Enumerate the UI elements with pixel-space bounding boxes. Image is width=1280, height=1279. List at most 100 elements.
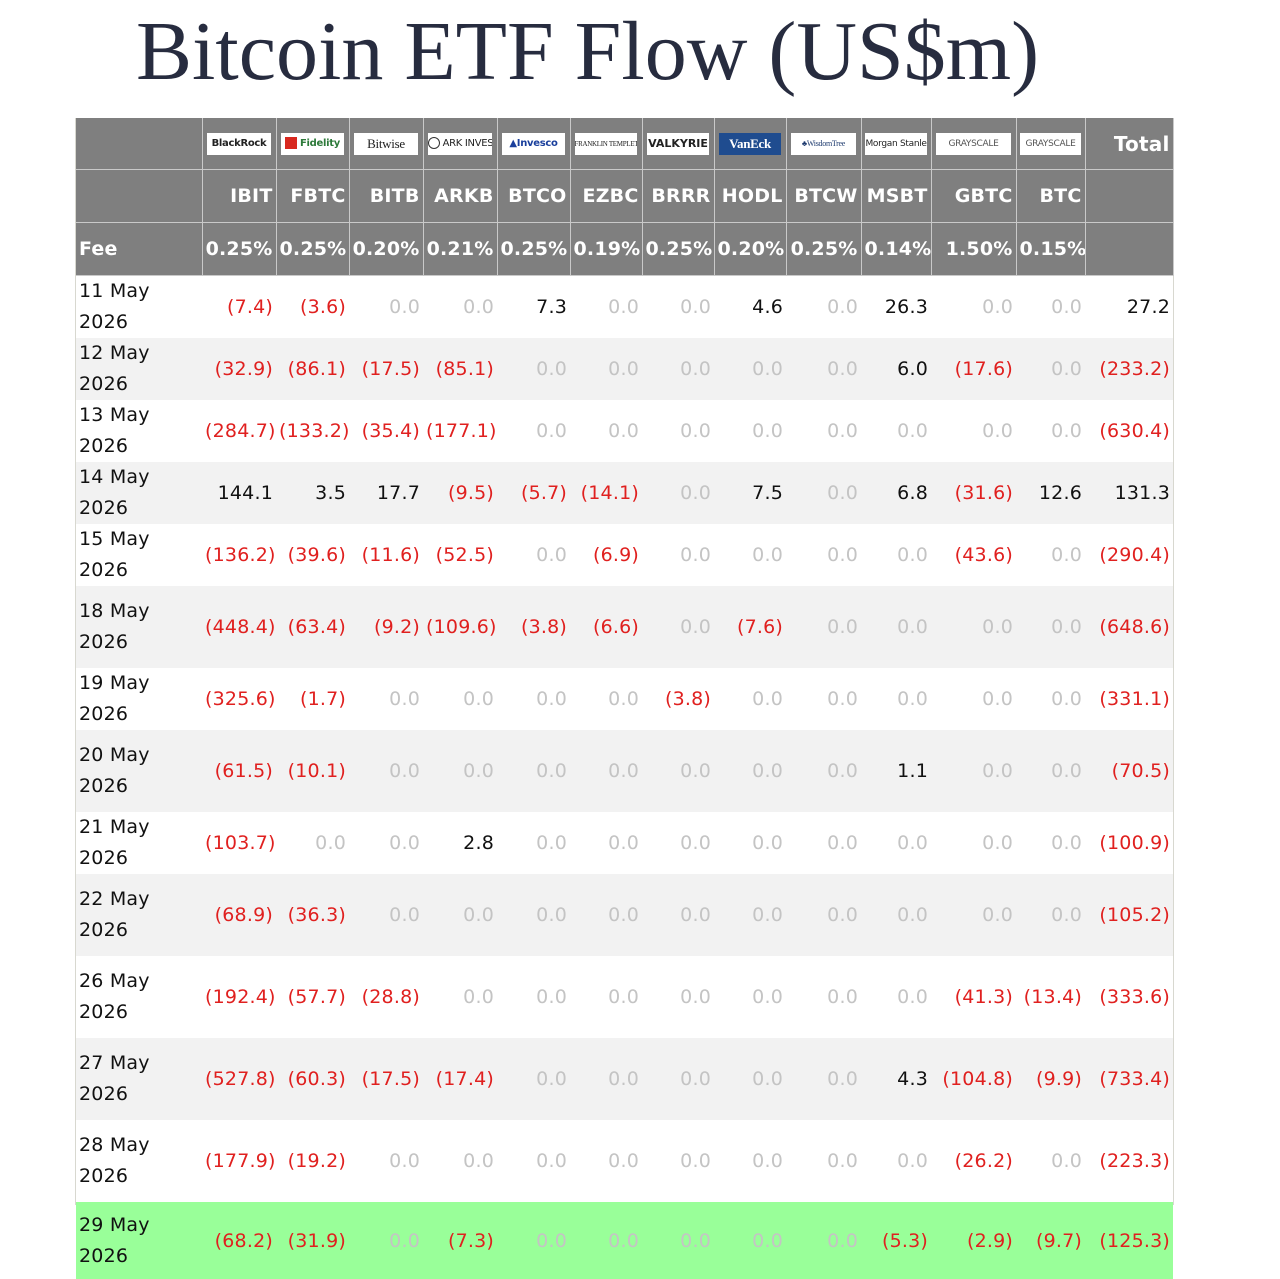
- etf-flow-table: BlackRock Fidelity Bitwise ARK INVEST ▲I…: [76, 118, 1174, 1279]
- flow-value: 0.0: [642, 730, 714, 812]
- flow-value: (17.5): [349, 1038, 423, 1120]
- issuer-logo-cell: FRANKLIN TEMPLETON: [570, 118, 642, 170]
- row-date: 19 May 2026: [76, 668, 202, 730]
- flow-value: 6.8: [861, 462, 931, 524]
- row-total: (105.2): [1085, 874, 1173, 956]
- issuer-logo-cell: VanEck: [714, 118, 786, 170]
- flow-value: 0.0: [349, 668, 423, 730]
- flow-value: 0.0: [786, 338, 861, 400]
- flow-value: (14.1): [570, 462, 642, 524]
- flow-value: (136.2): [202, 524, 276, 586]
- flow-value: (26.2): [931, 1120, 1016, 1202]
- flow-value: (43.6): [931, 524, 1016, 586]
- row-total: 27.2: [1085, 276, 1173, 339]
- flow-value: 0.0: [570, 956, 642, 1038]
- flow-value: 0.0: [1016, 586, 1085, 668]
- flow-value: 0.0: [570, 276, 642, 339]
- row-date: 12 May 2026: [76, 338, 202, 400]
- flow-value: 0.0: [1016, 812, 1085, 874]
- fee-value: 0.14%: [861, 223, 931, 276]
- row-total: (290.4): [1085, 524, 1173, 586]
- flow-value: 0.0: [423, 276, 497, 339]
- flow-value: 0.0: [497, 1120, 570, 1202]
- flow-value: (61.5): [202, 730, 276, 812]
- ark-mark-icon: [428, 137, 440, 149]
- row-date: 11 May 2026: [76, 276, 202, 339]
- grayscale-logo: GRAYSCALE: [936, 133, 1011, 155]
- flow-value: 0.0: [786, 1038, 861, 1120]
- flow-value: 0.0: [786, 874, 861, 956]
- flow-value: 0.0: [642, 874, 714, 956]
- row-total: (70.5): [1085, 730, 1173, 812]
- issuer-logo-row: BlackRock Fidelity Bitwise ARK INVEST ▲I…: [76, 118, 1173, 170]
- flow-value: 3.5: [276, 462, 349, 524]
- fee-value: 0.20%: [349, 223, 423, 276]
- flow-value: 0.0: [786, 730, 861, 812]
- flow-value: 0.0: [786, 1120, 861, 1202]
- ticker-row: IBIT FBTC BITB ARKB BTCO EZBC BRRR HODL …: [76, 170, 1173, 223]
- flow-value: (85.1): [423, 338, 497, 400]
- flow-value: 0.0: [497, 956, 570, 1038]
- wisdomtree-logo: ♣WisdomTree: [791, 133, 857, 155]
- flow-value: 0.0: [1016, 874, 1085, 956]
- flow-value: (11.6): [349, 524, 423, 586]
- flow-value: 0.0: [714, 730, 786, 812]
- flow-value: 0.0: [861, 812, 931, 874]
- ticker-row-blank: [76, 170, 202, 223]
- row-total: (648.6): [1085, 586, 1173, 668]
- flow-value: 0.0: [931, 812, 1016, 874]
- flow-value: 0.0: [1016, 276, 1085, 339]
- flow-value: 0.0: [570, 1038, 642, 1120]
- flow-value: (9.5): [423, 462, 497, 524]
- flow-value: (17.5): [349, 338, 423, 400]
- flow-value: 0.0: [642, 812, 714, 874]
- issuer-logo-cell: GRAYSCALE: [1016, 118, 1085, 170]
- flow-value: 0.0: [931, 668, 1016, 730]
- flow-value: 0.0: [642, 276, 714, 339]
- flow-value: (448.4): [202, 586, 276, 668]
- flow-value: 0.0: [497, 1202, 570, 1279]
- flow-value: 0.0: [861, 956, 931, 1038]
- flow-value: 0.0: [861, 524, 931, 586]
- flow-value: 0.0: [497, 812, 570, 874]
- row-total: (630.4): [1085, 400, 1173, 462]
- table-row: 15 May 2026(136.2)(39.6)(11.6)(52.5)0.0(…: [76, 524, 1173, 586]
- flow-value: 0.0: [570, 400, 642, 462]
- flow-value: 0.0: [714, 1120, 786, 1202]
- grayscale-mini-logo: GRAYSCALE: [1020, 133, 1080, 155]
- flow-value: 7.3: [497, 276, 570, 339]
- flow-value: 0.0: [349, 276, 423, 339]
- flow-value: (31.6): [931, 462, 1016, 524]
- flow-value: 26.3: [861, 276, 931, 339]
- flow-value: 0.0: [786, 668, 861, 730]
- issuer-logo-cell: GRAYSCALE: [931, 118, 1016, 170]
- issuer-logo-cell: BlackRock: [202, 118, 276, 170]
- fee-value: 0.21%: [423, 223, 497, 276]
- fidelity-logo: Fidelity: [281, 133, 345, 155]
- flow-value: (177.9): [202, 1120, 276, 1202]
- fee-row-total-blank: [1085, 223, 1173, 276]
- flow-value: (9.2): [349, 586, 423, 668]
- flow-value: 0.0: [714, 338, 786, 400]
- vaneck-logo: VanEck: [719, 133, 782, 155]
- flow-value: 0.0: [570, 730, 642, 812]
- flow-value: (57.7): [276, 956, 349, 1038]
- flow-value: 0.0: [423, 956, 497, 1038]
- flow-value: (7.3): [423, 1202, 497, 1279]
- flow-value: 12.6: [1016, 462, 1085, 524]
- row-date: 20 May 2026: [76, 730, 202, 812]
- flow-value: 0.0: [570, 1120, 642, 1202]
- row-total: (331.1): [1085, 668, 1173, 730]
- flow-value: (104.8): [931, 1038, 1016, 1120]
- flow-value: 0.0: [1016, 524, 1085, 586]
- issuer-logo-cell: ▲Invesco: [497, 118, 570, 170]
- row-date: 27 May 2026: [76, 1038, 202, 1120]
- row-date: 18 May 2026: [76, 586, 202, 668]
- flow-value: 0.0: [349, 874, 423, 956]
- flow-value: (17.6): [931, 338, 1016, 400]
- flow-value: 0.0: [1016, 730, 1085, 812]
- flow-value: 0.0: [642, 1038, 714, 1120]
